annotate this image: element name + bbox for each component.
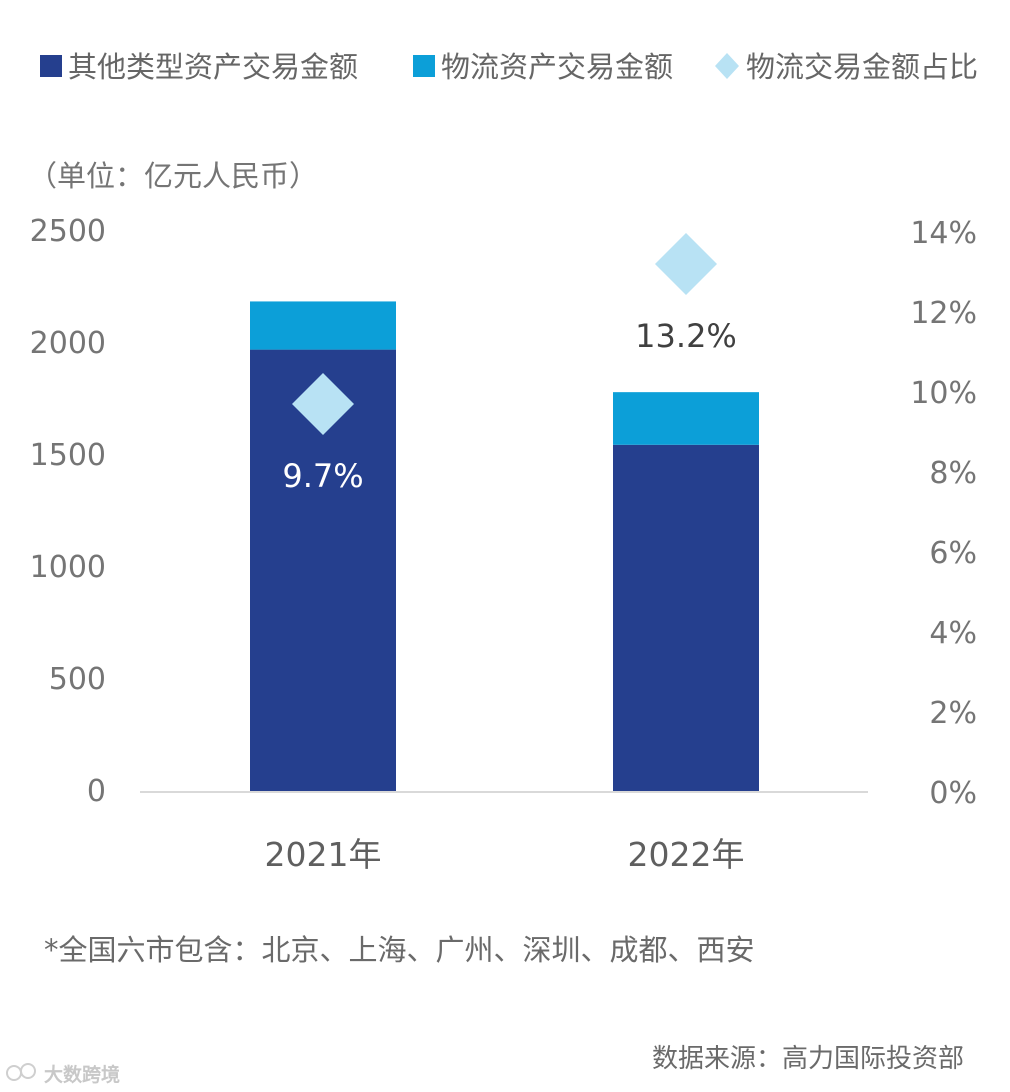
legend-item-ratio: 物流交易金额占比: [715, 50, 978, 84]
left-tick-label: 0: [87, 774, 106, 809]
left-tick-label: 1500: [30, 438, 106, 473]
legend-label-ratio: 物流交易金额占比: [746, 50, 978, 84]
legend-swatch-ratio: [715, 53, 739, 79]
ratio-marker-1: [292, 373, 354, 435]
source-label: 数据来源：高力国际投资部: [652, 1044, 964, 1074]
left-axis: 2500 2000 1500 1000 500 0: [30, 214, 106, 809]
footnote: *全国六市包含：北京、上海、广州、深圳、成都、西安: [44, 933, 755, 967]
bar-logistics-2: [613, 392, 759, 445]
ratio-data-label-2: 13.2%: [635, 317, 737, 355]
category-label-2022: 2022年: [628, 835, 745, 874]
legend-label-logistics: 物流资产交易金额: [441, 50, 673, 84]
right-tick-label: 12%: [910, 296, 977, 331]
unit-label: （单位：亿元人民币）: [28, 159, 318, 193]
watermark-logo-icon: [6, 1063, 36, 1081]
legend: 其他类型资产交易金额 物流资产交易金额 物流交易金额占比: [40, 50, 978, 84]
right-tick-label: 10%: [910, 376, 977, 411]
right-tick-label: 14%: [910, 216, 977, 251]
watermark-text: 大数跨境: [44, 1063, 120, 1086]
legend-label-other: 其他类型资产交易金额: [68, 50, 358, 84]
right-tick-label: 6%: [929, 536, 977, 571]
left-tick-label: 2000: [30, 326, 106, 361]
left-tick-label: 1000: [30, 550, 106, 585]
legend-swatch-other: [40, 55, 62, 77]
left-tick-label: 2500: [30, 214, 106, 249]
ratio-marker-2: [655, 233, 717, 295]
legend-item-logistics: 物流资产交易金额: [413, 50, 673, 84]
left-tick-label: 500: [49, 662, 106, 697]
plot-area: 9.7% 13.2%: [250, 233, 759, 792]
bar-other-2: [613, 444, 759, 792]
legend-swatch-logistics: [413, 55, 435, 77]
watermark: 大数跨境: [6, 1063, 120, 1086]
right-tick-label: 8%: [929, 456, 977, 491]
right-tick-label: 2%: [929, 696, 977, 731]
right-tick-label: 0%: [929, 776, 977, 811]
ratio-data-label-1: 9.7%: [282, 457, 363, 495]
legend-item-other: 其他类型资产交易金额: [40, 50, 358, 84]
right-tick-label: 4%: [929, 616, 977, 651]
bar-logistics-1: [250, 301, 396, 350]
category-label-2021: 2021年: [265, 835, 382, 874]
right-axis: 14% 12% 10% 8% 6% 4% 2% 0%: [910, 216, 977, 811]
